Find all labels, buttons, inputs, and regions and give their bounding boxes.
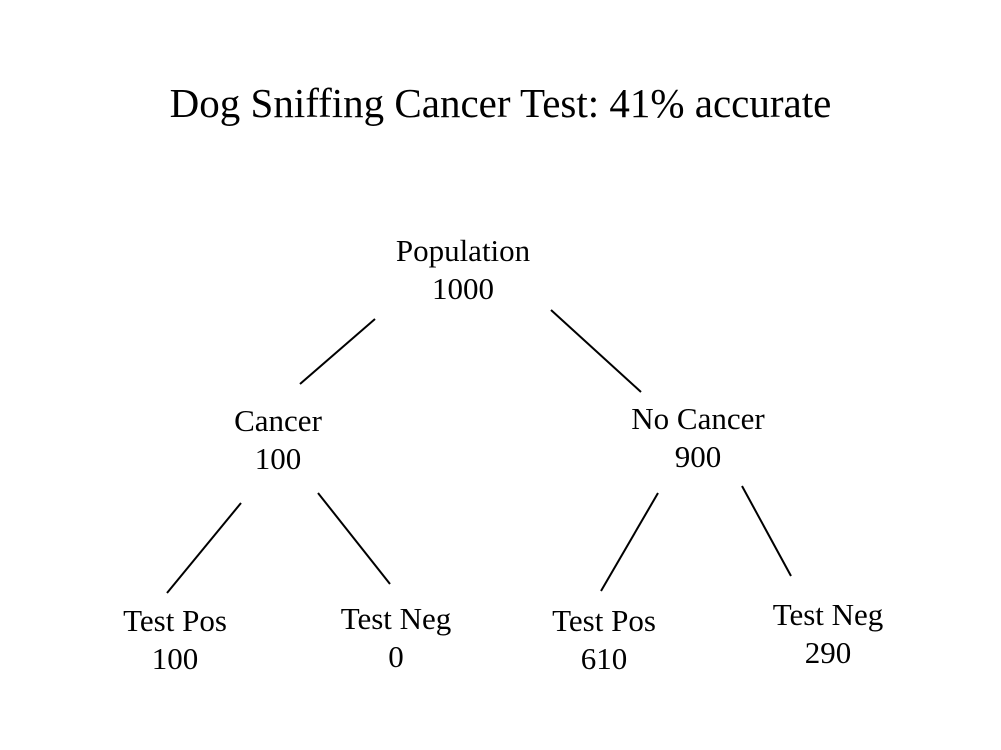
node-no-cancer-test-pos: Test Pos 610 (552, 602, 656, 678)
edge-no-cancer-test-neg (741, 485, 792, 577)
node-cancer-test-neg-count: 0 (388, 639, 404, 674)
edge-population-cancer (299, 318, 376, 385)
node-no-cancer-test-neg-label: Test Neg (772, 597, 884, 632)
node-no-cancer-label: No Cancer (631, 401, 765, 436)
edge-cancer-test-neg (317, 492, 391, 585)
node-no-cancer-test-neg: Test Neg 290 (773, 596, 884, 672)
node-no-cancer-test-pos-count: 610 (580, 641, 628, 676)
slide-title: Dog Sniffing Cancer Test: 41% accurate (169, 80, 832, 126)
node-cancer-test-pos: Test Pos 100 (123, 602, 227, 678)
edge-no-cancer-test-pos (600, 492, 659, 592)
node-cancer-count: 100 (254, 441, 302, 476)
node-no-cancer-test-pos-label: Test Pos (552, 603, 656, 638)
node-cancer-test-pos-count: 100 (151, 641, 199, 676)
node-cancer-label: Cancer (234, 403, 322, 438)
node-population-label: Population (395, 233, 531, 268)
node-cancer-test-neg: Test Neg 0 (341, 600, 452, 676)
node-cancer: Cancer 100 (234, 402, 322, 478)
node-population-count: 1000 (432, 271, 494, 306)
node-no-cancer: No Cancer 900 (631, 400, 764, 476)
node-no-cancer-count: 900 (674, 439, 722, 474)
node-cancer-test-neg-label: Test Neg (340, 601, 452, 636)
edge-population-no-cancer (550, 309, 642, 393)
node-no-cancer-test-neg-count: 290 (804, 635, 852, 670)
edge-cancer-test-pos (166, 502, 242, 594)
node-population: Population 1000 (396, 232, 530, 308)
node-cancer-test-pos-label: Test Pos (123, 603, 227, 638)
